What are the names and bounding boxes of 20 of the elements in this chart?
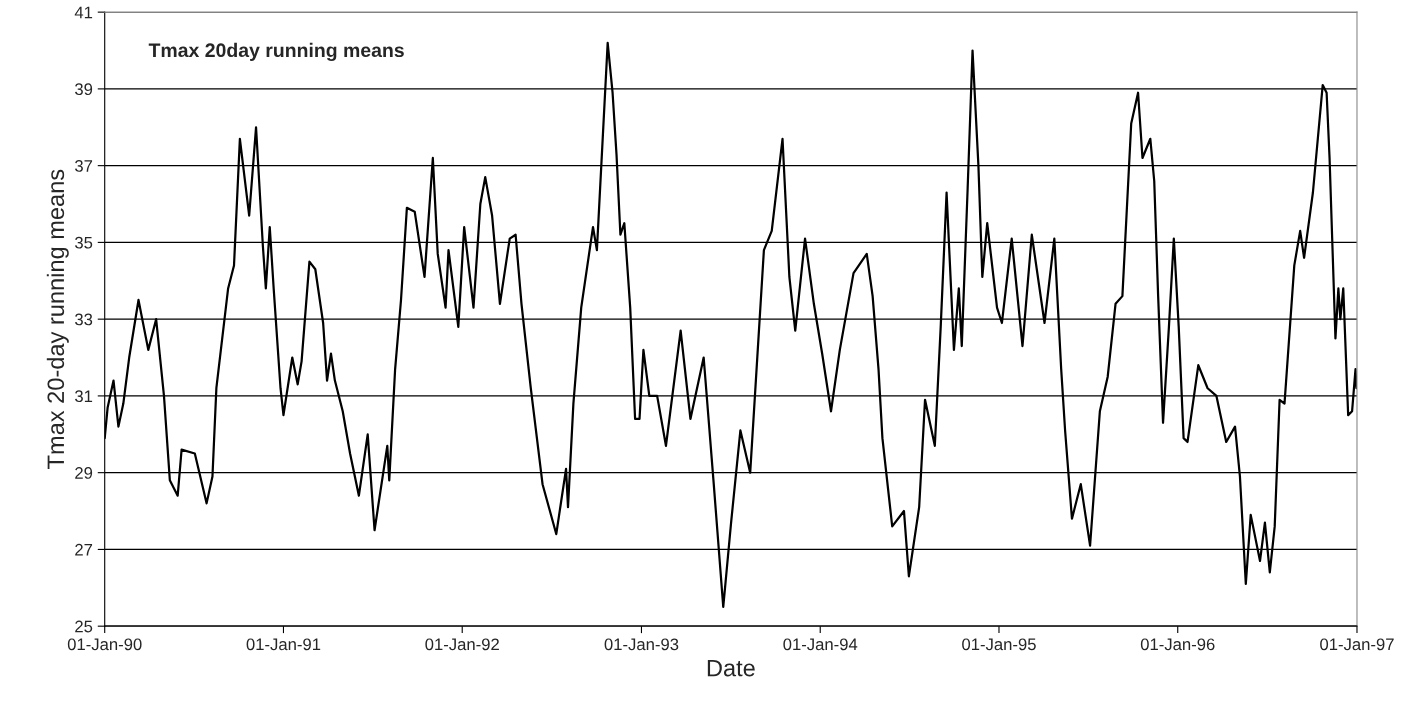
x-tick-label: 01-Jan-92 <box>425 638 499 651</box>
x-tick-label: 01-Jan-96 <box>1140 638 1215 651</box>
text: Tmax 20day running means <box>148 42 404 62</box>
x-tick-label: 01-Jan-95 <box>962 638 1036 651</box>
y-tick-label: 27 <box>75 543 93 556</box>
y-tick-label: 33 <box>75 313 93 326</box>
y-tick-label: 41 <box>74 6 93 19</box>
x-tick-label: 01-Jan-90 <box>67 638 142 651</box>
y-axis-title: Tmax 20-day running means <box>46 169 69 469</box>
x-axis-title: Date <box>707 659 755 677</box>
x-tick-label: 01-Jan-91 <box>246 638 321 651</box>
x-tick-label: 01-Jan-94 <box>783 638 858 651</box>
y-tick-label: 35 <box>75 236 93 249</box>
y-tick-label: 25 <box>75 620 93 633</box>
y-tick-label: 29 <box>75 467 93 479</box>
y-tick-label: 31 <box>75 390 93 403</box>
y-tick-label: 39 <box>75 83 93 96</box>
x-tick-label: 01-Jan-97 <box>1320 638 1394 651</box>
y-tick-label: 37 <box>75 160 93 172</box>
x-tick-label: 01-Jan-93 <box>604 638 679 651</box>
